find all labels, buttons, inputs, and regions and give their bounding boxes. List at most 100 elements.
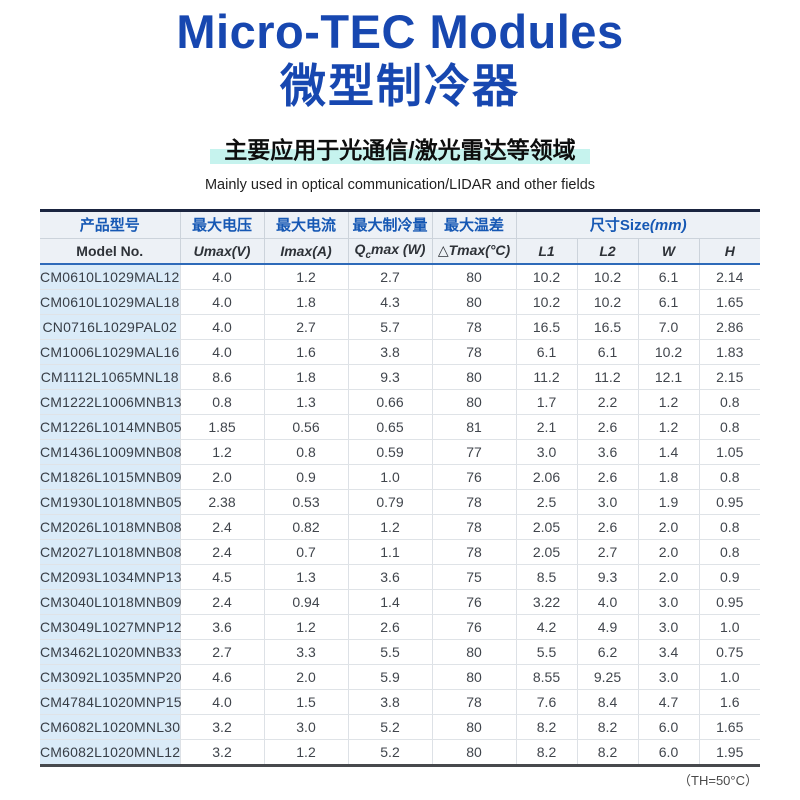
value-cell: 0.82 [264,514,349,540]
value-cell: 78 [432,539,517,565]
value-cell: 2.14 [699,264,760,290]
value-cell: 0.95 [699,589,760,615]
value-cell: 80 [432,739,517,764]
value-cell: 78 [432,339,517,365]
value-cell: 1.85 [180,414,265,440]
col-header-tmax-en: △Tmax(°C) [432,238,517,265]
value-cell: 0.66 [348,389,433,415]
col-header-size-group: 尺寸Size(mm) [516,212,760,239]
value-cell: 1.2 [180,439,265,465]
value-cell: 1.6 [264,339,349,365]
value-cell: 12.1 [638,364,700,390]
value-cell: 80 [432,264,517,290]
value-cell: 2.6 [577,414,639,440]
model-cell: CM2026L1018MNB08 [40,514,182,540]
value-cell: 1.3 [264,564,349,590]
value-cell: 1.0 [699,664,760,690]
value-cell: 3.8 [348,689,433,715]
value-cell: 1.8 [264,364,349,390]
value-cell: 2.0 [638,539,700,565]
value-cell: 0.8 [264,439,349,465]
value-cell: 80 [432,364,517,390]
value-cell: 10.2 [577,264,639,290]
value-cell: 3.2 [180,714,265,740]
value-cell: 4.0 [180,289,265,315]
value-cell: 0.95 [699,489,760,515]
spec-table-wrap: 产品型号 最大电压 最大电流 最大制冷量 最大温差 尺寸Size(mm) Mod… [40,209,760,767]
value-cell: 80 [432,389,517,415]
value-cell: 1.95 [699,739,760,764]
model-cell: CM1930L1018MNB05 [40,489,182,515]
value-cell: 1.7 [516,389,578,415]
value-cell: 3.0 [264,714,349,740]
value-cell: 9.3 [577,564,639,590]
value-cell: 1.2 [638,389,700,415]
value-cell: 0.56 [264,414,349,440]
value-cell: 76 [432,464,517,490]
value-cell: 2.38 [180,489,265,515]
value-cell: 5.5 [348,639,433,665]
table-row: CM2093L1034MNP13 4.5 1.3 3.6 75 8.5 9.3 2.0 0.9 [40,564,760,590]
value-cell: 76 [432,614,517,640]
value-cell: 1.8 [264,289,349,315]
value-cell: 0.75 [699,639,760,665]
value-cell: 0.9 [264,464,349,490]
table-row: CM1226L1014MNB05 1.85 0.56 0.65 81 2.1 2.6 1.2 0… [40,414,760,440]
value-cell: 11.2 [577,364,639,390]
value-cell: 80 [432,664,517,690]
value-cell: 2.7 [180,639,265,665]
value-cell: 5.9 [348,664,433,690]
footnote: （TH=50°C） [678,773,758,788]
subtitle-en: Mainly used in optical communication/LID… [204,177,596,193]
value-cell: 8.2 [577,739,639,764]
value-cell: 0.8 [699,539,760,565]
table-row: CM2027L1018MNB08 2.4 0.7 1.1 78 2.05 2.7 2.0 0.8 [40,539,760,565]
value-cell: 3.0 [638,614,700,640]
value-cell: 1.65 [699,289,760,315]
page-title-cn: 微型制冷器 [280,60,520,112]
value-cell: 0.53 [264,489,349,515]
value-cell: 5.7 [348,314,433,340]
value-cell: 2.7 [264,314,349,340]
value-cell: 4.5 [180,564,265,590]
model-cell: CM3040L1018MNB09 [40,589,182,615]
value-cell: 0.65 [348,414,433,440]
value-cell: 1.4 [348,589,433,615]
value-cell: 4.0 [180,264,265,290]
value-cell: 4.9 [577,614,639,640]
table-row: CM1436L1009MNB08 1.2 0.8 0.59 77 3.0 3.6 1.4 1.0… [40,439,760,465]
value-cell: 10.2 [638,339,700,365]
value-cell: 0.79 [348,489,433,515]
value-cell: 81 [432,414,517,440]
value-cell: 78 [432,489,517,515]
value-cell: 3.6 [348,564,433,590]
value-cell: 2.0 [180,464,265,490]
value-cell: 6.1 [516,339,578,365]
col-header-imax-en: Imax(A) [264,238,349,265]
col-header-qcmax-en: Qcmax (W) [348,238,433,265]
model-cell: CM3092L1035MNP20 [40,664,182,690]
value-cell: 3.3 [264,639,349,665]
value-cell: 4.6 [180,664,265,690]
value-cell: 0.59 [348,439,433,465]
value-cell: 8.4 [577,689,639,715]
col-header-l2: L2 [577,238,639,265]
value-cell: 3.22 [516,589,578,615]
value-cell: 7.6 [516,689,578,715]
value-cell: 4.2 [516,614,578,640]
value-cell: 4.3 [348,289,433,315]
value-cell: 3.0 [577,489,639,515]
value-cell: 6.2 [577,639,639,665]
value-cell: 77 [432,439,517,465]
value-cell: 1.65 [699,714,760,740]
value-cell: 2.0 [638,564,700,590]
value-cell: 1.5 [264,689,349,715]
value-cell: 1.1 [348,539,433,565]
value-cell: 80 [432,714,517,740]
table-body: CM0610L1029MAL12 4.0 1.2 2.7 80 10.2 10.2 6.1 2.… [40,264,760,764]
table-row: CM3092L1035MNP20 4.6 2.0 5.9 80 8.55 9.25 3.0 1.… [40,664,760,690]
value-cell: 7.0 [638,314,700,340]
model-cell: CM6082L1020MNL12 [40,739,181,764]
value-cell: 10.2 [516,289,578,315]
size-group-unit: (mm) [649,217,687,235]
